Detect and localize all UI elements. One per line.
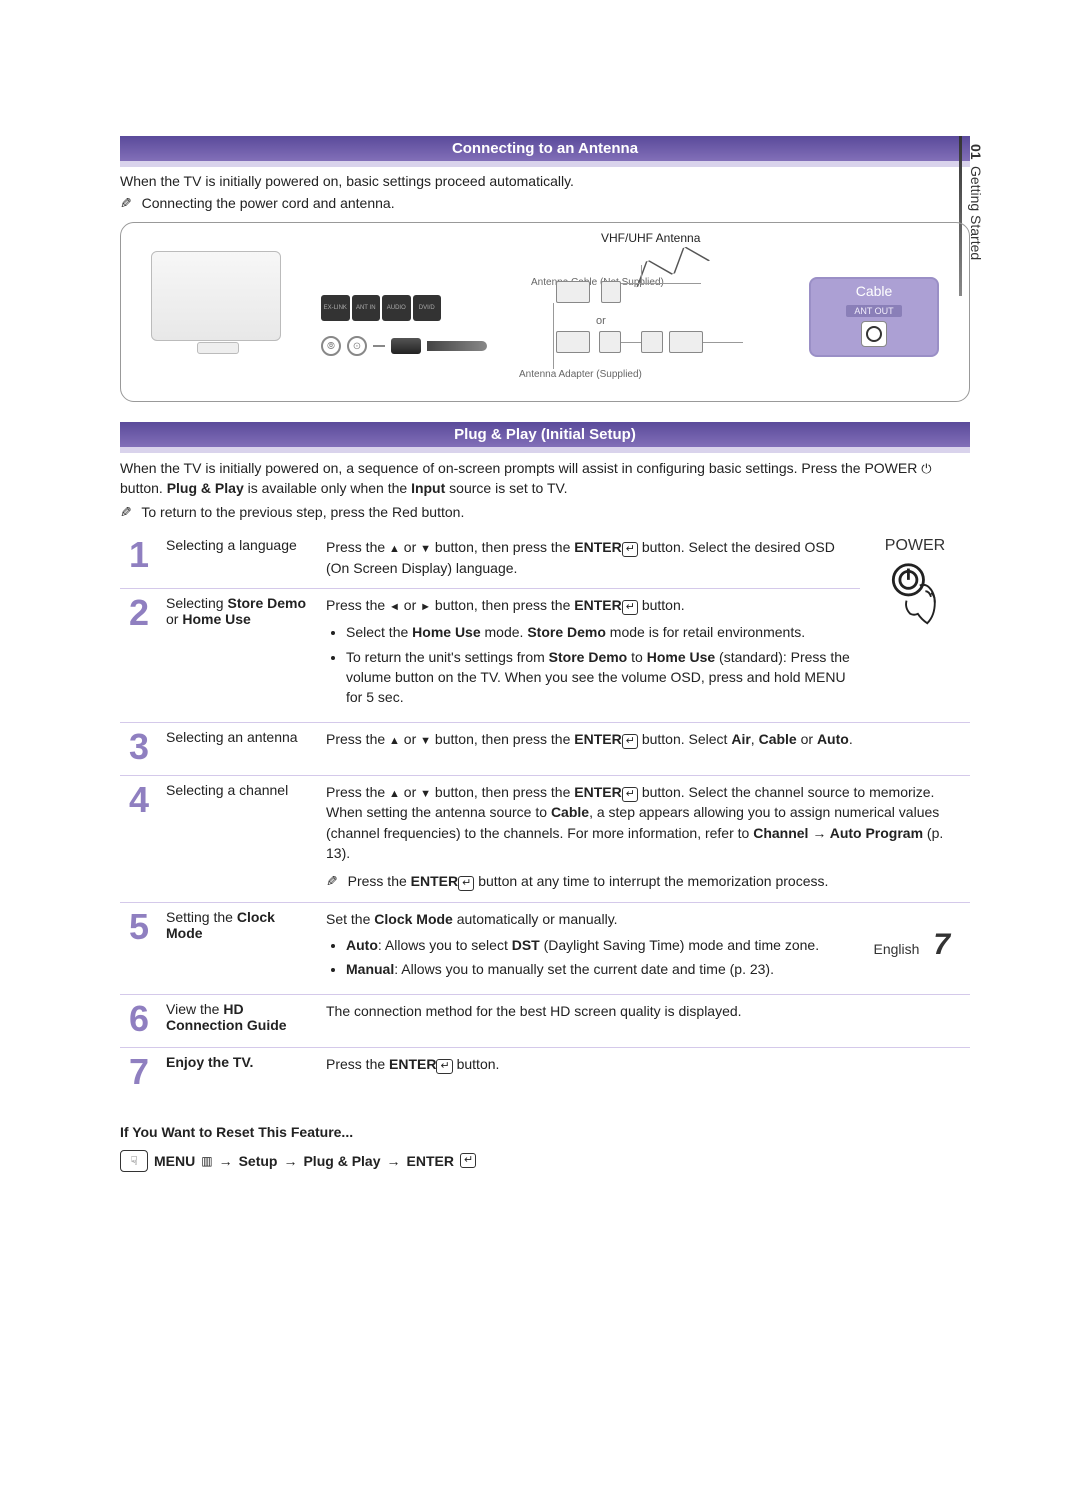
step-number: 1 xyxy=(120,531,158,589)
antenna-note: ✎ Connecting the power cord and antenna. xyxy=(120,195,970,212)
step-number: 5 xyxy=(120,902,158,994)
power-label: POWER xyxy=(868,537,962,555)
antenna-intro: When the TV is initially powered on, bas… xyxy=(120,173,970,189)
power-word: POWER xyxy=(864,460,917,476)
page-footer: English 7 xyxy=(874,928,951,962)
port-label: EX-LINK xyxy=(321,295,350,321)
arrow-icon: → xyxy=(387,1153,401,1169)
table-row: 7 Enjoy the TV. Press the ENTER button. xyxy=(120,1047,970,1100)
connector-icon xyxy=(556,281,590,303)
step-title: Enjoy the TV. xyxy=(158,1047,318,1100)
port-label: AUDIO xyxy=(382,295,411,321)
cable-box-sub: ANT OUT xyxy=(846,305,901,317)
menu-grid-icon: ▥ xyxy=(201,1154,212,1168)
step-desc: Press the ◄ or ► button, then press the … xyxy=(318,589,860,722)
ant-out-jack-icon xyxy=(861,321,887,347)
plug-illustration: ⦾ ⊙ xyxy=(321,331,521,361)
step-desc: Press the ▲ or ▼ button, then press the … xyxy=(318,531,860,589)
port-label: DVI/D xyxy=(413,295,442,321)
antenna-note-text: Connecting the power cord and antenna. xyxy=(142,195,395,211)
power-press-icon xyxy=(882,559,948,629)
step-number: 3 xyxy=(120,722,158,775)
step-title: Selecting a language xyxy=(158,531,318,589)
step-title: Selecting Store Demo or Home Use xyxy=(158,589,318,722)
section-header-antenna: Connecting to an Antenna xyxy=(120,136,970,167)
step-desc: The connection method for the best HD sc… xyxy=(318,994,970,1047)
step-title: View the HD Connection Guide xyxy=(158,994,318,1047)
connector-icon xyxy=(669,331,703,353)
connector-icon xyxy=(556,331,590,353)
menu-path-part: ENTER xyxy=(407,1153,454,1169)
plugplay-intro: When the TV is initially powered on, a s… xyxy=(120,459,970,498)
antenna-diagram: EX-LINK ANT IN AUDIO DVI/D ⦾ ⊙ VHF/UHF A… xyxy=(120,222,970,402)
note-icon: ✎ xyxy=(120,504,132,521)
menu-path-part: Plug & Play xyxy=(303,1153,380,1169)
remote-icon xyxy=(120,1150,148,1172)
connector-icon xyxy=(601,281,621,303)
power-icon-inline: ⏻ xyxy=(921,461,931,476)
page-number: 7 xyxy=(933,928,950,961)
menu-path-part: Setup xyxy=(239,1153,278,1169)
connector-icon xyxy=(599,331,621,353)
step-title: Selecting a channel xyxy=(158,775,318,902)
menu-path-part: MENU xyxy=(154,1153,195,1169)
table-row: 1 Selecting a language Press the ▲ or ▼ … xyxy=(120,531,970,589)
table-row: 4 Selecting a channel Press the ▲ or ▼ b… xyxy=(120,775,970,902)
table-row: 6 View the HD Connection Guide The conne… xyxy=(120,994,970,1047)
arrow-icon: → xyxy=(283,1153,297,1169)
setup-steps-table: 1 Selecting a language Press the ▲ or ▼ … xyxy=(120,531,970,1099)
note-icon: ✎ xyxy=(120,195,132,212)
step-number: 7 xyxy=(120,1047,158,1100)
section-header-plugplay: Plug & Play (Initial Setup) xyxy=(120,422,970,453)
adapter-label: Antenna Adapter (Supplied) xyxy=(519,369,642,380)
port-label: ANT IN xyxy=(352,295,381,321)
power-button-illustration: POWER xyxy=(860,531,970,722)
chapter-title: Getting Started xyxy=(968,166,984,260)
table-row: 2 Selecting Store Demo or Home Use Press… xyxy=(120,589,970,722)
enter-icon xyxy=(460,1153,476,1168)
arrow-icon: → xyxy=(219,1153,233,1169)
plugplay-note: ✎ To return to the previous step, press … xyxy=(120,504,970,521)
step-title: Selecting an antenna xyxy=(158,722,318,775)
tv-ports: EX-LINK ANT IN AUDIO DVI/D xyxy=(321,295,441,321)
step-number: 6 xyxy=(120,994,158,1047)
plugplay-note-text: To return to the previous step, press th… xyxy=(141,504,464,520)
step-title: Setting the Clock Mode xyxy=(158,902,318,994)
table-row: 5 Setting the Clock Mode Set the Clock M… xyxy=(120,902,970,994)
connector-icon xyxy=(641,331,663,353)
step-desc: Press the ENTER button. xyxy=(318,1047,970,1100)
chapter-number: 01 xyxy=(968,144,984,160)
table-row: 3 Selecting an antenna Press the ▲ or ▼ … xyxy=(120,722,970,775)
step-desc: Set the Clock Mode automatically or manu… xyxy=(318,902,970,994)
step-desc: Press the ▲ or ▼ button, then press the … xyxy=(318,775,970,902)
footer-lang: English xyxy=(874,941,920,957)
reset-heading: If You Want to Reset This Feature... xyxy=(120,1124,970,1140)
cable-box: Cable ANT OUT xyxy=(809,277,939,357)
step-desc: Press the ▲ or ▼ button, then press the … xyxy=(318,722,970,775)
cable-box-title: Cable xyxy=(856,283,893,299)
tv-illustration xyxy=(151,251,281,341)
or-label: or xyxy=(596,315,606,327)
menu-path: MENU ▥ → Setup → Plug & Play → ENTER xyxy=(120,1150,970,1172)
step-number: 2 xyxy=(120,589,158,722)
step-number: 4 xyxy=(120,775,158,902)
